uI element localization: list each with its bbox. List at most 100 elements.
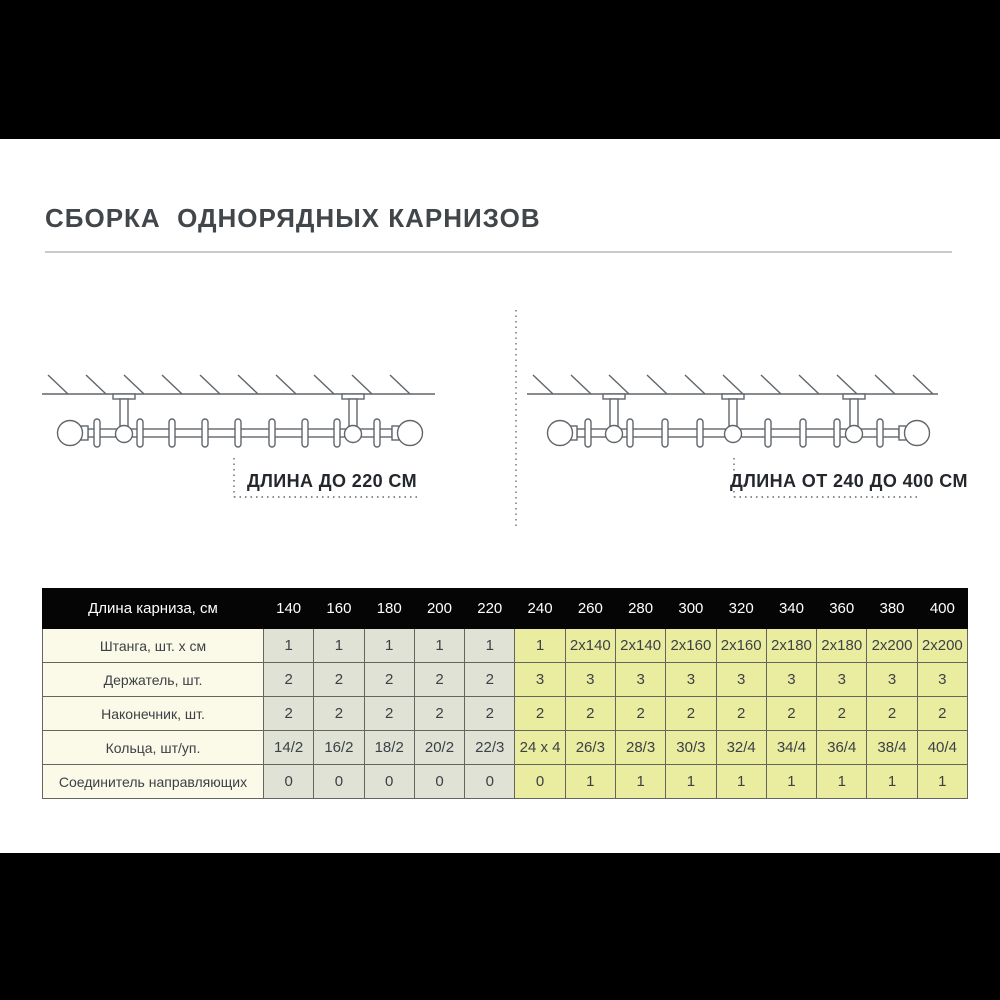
table-cell: 2 [564,696,616,731]
table-row: Соединитель направляющих 0 0 0 0 0 0 1 1 1 1 1 1 1 1 [42,764,969,799]
table-cell: 36/4 [816,730,868,765]
table-row: Кольца, шт/уп. 14/2 16/2 18/2 20/2 22/3 24 x 4… [42,730,969,765]
table-cell: 2 [514,696,566,731]
finial-ball-icon [903,419,931,447]
curtain-rings [93,418,381,448]
title-divider [45,251,952,253]
cornice-parts-table: Длина карниза, см 140 160 180 200 220 240 260 2… [42,588,969,799]
table-cell: 3 [765,662,818,697]
curtain-rings [584,418,884,448]
table-cell: 2 [464,696,516,731]
bottom-letterbox-bar [0,853,1000,1000]
table-cell: 2x200 [916,628,969,663]
ceiling-bracket-icon [112,393,136,430]
table-cell: 1 [665,764,717,799]
table-cell: 2x140 [564,628,616,663]
row-label: Наконечник, шт. [42,696,264,731]
parts-table-body: Штанга, шт. х см 1 1 1 1 1 1 2x140 2x140 2x160 2x1… [42,628,969,799]
column-header: 180 [363,588,415,629]
table-cell: 2 [413,696,466,731]
column-header: 320 [715,588,767,629]
table-cell: 2x160 [665,628,717,663]
table-cell: 3 [715,662,767,697]
table-cell: 1 [413,628,466,663]
bracket-holder-icon [114,424,134,444]
table-cell: 1 [614,764,667,799]
table-cell: 32/4 [715,730,767,765]
table-cell: 30/3 [665,730,717,765]
table-cell: 1 [916,764,969,799]
column-header: 200 [413,588,466,629]
table-cell: 28/3 [614,730,667,765]
column-header: 360 [816,588,868,629]
ceiling-bracket-icon [602,393,626,430]
table-cell: 38/4 [866,730,918,765]
table-cell: 3 [665,662,717,697]
table-cell: 2 [262,662,315,697]
ceiling-bracket-icon [341,393,365,430]
table-cell: 3 [866,662,918,697]
table-row: Штанга, шт. х см 1 1 1 1 1 1 2x140 2x140 2x160 2x1… [42,628,969,663]
row-label: Кольца, шт/уп. [42,730,264,765]
row-label: Штанга, шт. х см [42,628,264,663]
column-header: 340 [765,588,818,629]
table-cell: 2 [363,696,415,731]
table-cell: 1 [464,628,516,663]
table-cell: 1 [564,764,616,799]
top-letterbox-bar [0,0,1000,139]
table-cell: 1 [262,628,315,663]
table-cell: 2 [413,662,466,697]
table-cell: 2x200 [866,628,918,663]
table-cell: 0 [313,764,365,799]
row-label: Соединитель направляющих [42,764,264,799]
table-cell: 20/2 [413,730,466,765]
finial-ball-icon [56,419,84,447]
column-header: 400 [916,588,969,629]
table-cell: 3 [564,662,616,697]
page-title: СБОРКА ОДНОРЯДНЫХ КАРНИЗОВ [45,203,541,233]
column-header: 160 [313,588,365,629]
right-cornice-diagram [527,374,938,498]
table-cell: 1 [866,764,918,799]
table-cell: 0 [514,764,566,799]
bracket-holder-icon [723,424,743,444]
table-cell: 1 [765,764,818,799]
table-cell: 2 [816,696,868,731]
table-cell: 0 [262,764,315,799]
table-cell: 40/4 [916,730,969,765]
table-cell: 2 [614,696,667,731]
cornice-diagrams-canvas [42,310,938,528]
table-cell: 2x140 [614,628,667,663]
table-cell: 2 [313,662,365,697]
table-cell: 26/3 [564,730,616,765]
left-cornice-diagram [42,374,435,498]
table-cell: 24 x 4 [514,730,566,765]
ceiling-bracket-icon [721,393,745,430]
table-cell: 34/4 [765,730,818,765]
bracket-holder-icon [604,424,624,444]
finial-ball-icon [396,419,424,447]
table-cell: 2 [715,696,767,731]
ceiling-hatch-icon [47,374,411,395]
column-header: 300 [665,588,717,629]
table-row: Наконечник, шт. 2 2 2 2 2 2 2 2 2 2 2 2 2 2 [42,696,969,731]
table-cell: 1 [363,628,415,663]
table-cell: 2 [866,696,918,731]
table-cell: 2 [765,696,818,731]
table-cell: 0 [363,764,415,799]
column-header: 220 [464,588,516,629]
table-cell: 2 [665,696,717,731]
table-cell: 2x160 [715,628,767,663]
dimension-dotted-lines [733,458,918,498]
table-cell: 3 [816,662,868,697]
table-cell: 1 [514,628,566,663]
table-cell: 2x180 [816,628,868,663]
table-cell: 0 [464,764,516,799]
table-cell: 3 [614,662,667,697]
table-cell: 1 [313,628,365,663]
column-header: 260 [564,588,616,629]
table-cell: 2 [262,696,315,731]
table-cell: 3 [514,662,566,697]
table-cell: 2 [363,662,415,697]
ceiling-bracket-icon [842,393,866,430]
